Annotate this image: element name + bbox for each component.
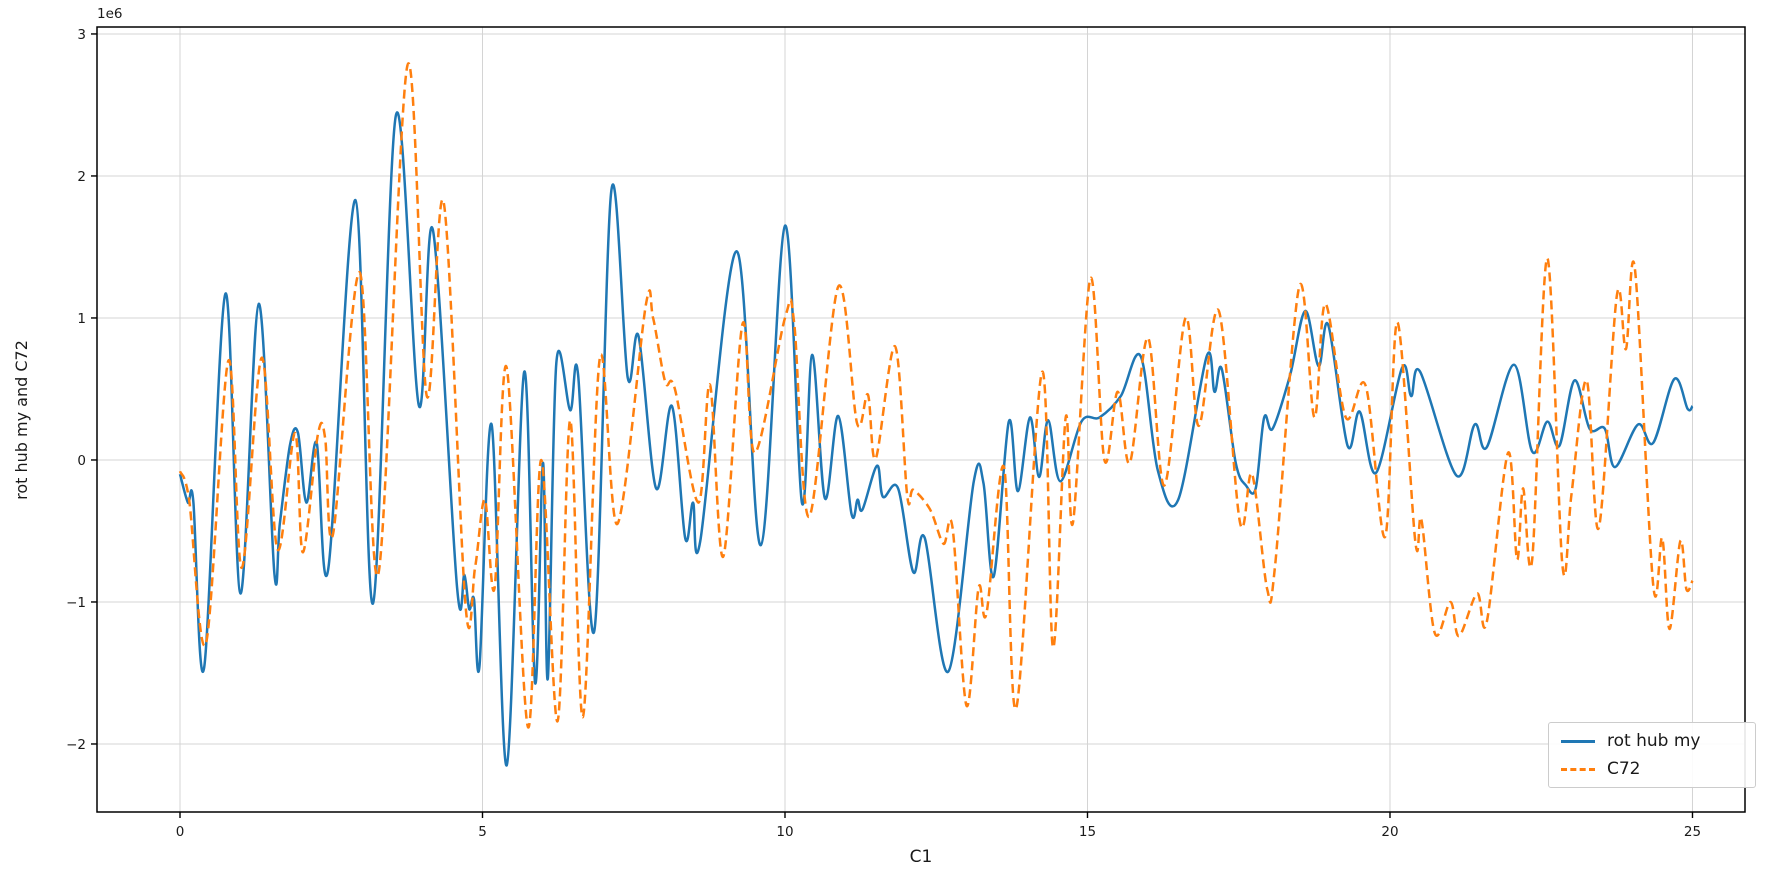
legend-line-sample-dashed — [1561, 767, 1595, 771]
y-tick-label: 1 — [77, 311, 86, 327]
series-line-0 — [178, 111, 1694, 767]
axes-spines — [96, 26, 1746, 813]
y-tick-label: 3 — [77, 27, 86, 43]
data-series — [178, 62, 1694, 767]
x-axis-label: C1 — [910, 847, 933, 867]
y-axis-offset-text: 1e6 — [97, 6, 122, 22]
y-axis-label: rot hub my and C72 — [12, 340, 31, 500]
axis-ticks: 0 5 10 15 20 25 −2 −1 0 1 2 3 — [66, 27, 1701, 840]
legend-item-rot-hub-my: rot hub my — [1561, 732, 1743, 751]
y-tick-label: 2 — [77, 169, 86, 185]
y-tick-label: −1 — [66, 595, 86, 611]
x-tick-label: 20 — [1381, 824, 1398, 840]
x-tick-label: 10 — [776, 824, 793, 840]
series-line-1 — [178, 62, 1694, 729]
legend-item-c72: C72 — [1561, 758, 1743, 779]
legend-label: C72 — [1607, 758, 1641, 779]
y-tick-label: 0 — [77, 453, 86, 469]
x-tick-label: 5 — [478, 824, 487, 840]
legend-label: rot hub my — [1607, 731, 1701, 751]
x-tick-label: 0 — [176, 824, 185, 840]
x-tick-label: 25 — [1684, 824, 1701, 840]
y-tick-label: −2 — [66, 737, 86, 753]
x-tick-label: 15 — [1079, 824, 1096, 840]
legend: rot hub my C72 — [1548, 722, 1756, 789]
legend-line-sample-solid — [1561, 739, 1595, 743]
